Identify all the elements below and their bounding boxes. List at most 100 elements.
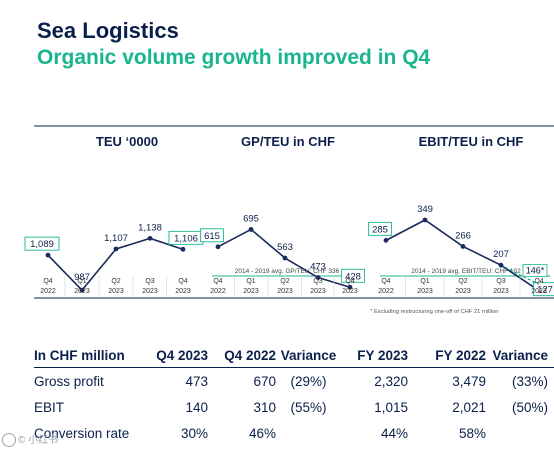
table-cell: (33%) — [511, 373, 548, 389]
table-cell — [486, 420, 554, 446]
data-label: 266 — [455, 230, 471, 241]
x-tick-label: Q4 — [213, 278, 222, 285]
data-label: 1,138 — [138, 222, 162, 233]
data-point — [460, 244, 466, 249]
x-tick-label: Q3 — [496, 278, 505, 285]
x-tick-label: 2023 — [417, 288, 433, 295]
watermark: © 小红书 — [2, 431, 59, 448]
page-title: Sea Logistics — [37, 18, 179, 43]
data-point — [147, 235, 153, 241]
table-cell: 3,479 — [452, 373, 486, 389]
table-row: Conversion rate 30% 46% 44% 58% — [34, 420, 554, 446]
table-header: FY 2023 — [341, 343, 408, 368]
data-point — [347, 284, 353, 290]
data-point — [180, 246, 186, 252]
data-label-box — [533, 282, 554, 297]
table-cell: (29%) — [290, 373, 327, 389]
data-label-box — [200, 228, 224, 243]
data-label: 1,106 — [174, 233, 198, 244]
x-tick-label: Q4 — [345, 278, 354, 285]
table-row: Gross profit 473 670 (29%) 2,320 3,479 (… — [34, 368, 554, 395]
x-tick-label: 2023 — [108, 288, 124, 295]
table-header: Variance — [486, 343, 554, 368]
x-tick-label: Q1 — [420, 278, 429, 285]
data-point — [45, 252, 51, 258]
data-label: 615 — [204, 231, 220, 242]
x-tick-label: Q4 — [381, 278, 390, 285]
watermark-icon — [2, 433, 16, 448]
table-cell: EBIT — [34, 399, 65, 415]
data-label-box — [24, 236, 60, 251]
table-cell: 670 — [253, 373, 276, 389]
data-label-box — [341, 268, 365, 283]
data-point — [215, 244, 221, 250]
data-point — [248, 227, 254, 232]
chart-title: GP/TEU in CHF — [241, 134, 335, 149]
x-tick-label: 2023 — [277, 288, 293, 295]
table-cell: 58% — [458, 425, 486, 441]
table-cell: 310 — [253, 399, 276, 415]
x-tick-label: 2023 — [493, 288, 509, 295]
data-point — [498, 262, 504, 268]
x-tick-label: 2023 — [142, 288, 158, 295]
adjusted-label: 146* — [526, 266, 545, 276]
data-label: 563 — [277, 242, 293, 253]
page-subtitle: Organic volume growth improved in Q4 — [37, 46, 431, 69]
table-cell: 46% — [248, 425, 276, 441]
data-label: 207 — [493, 249, 509, 260]
adjusted-label-box — [522, 264, 548, 278]
data-label-box — [368, 221, 392, 236]
x-tick-label: 2023 — [455, 288, 471, 295]
table-header: Variance — [276, 343, 341, 368]
table-cell: Gross profit — [34, 373, 104, 389]
table-cell: Conversion rate — [34, 425, 130, 441]
table-row: EBIT 140 310 (55%) 1,015 2,021 (50%) — [34, 394, 554, 420]
x-tick-label: Q4 — [43, 278, 52, 285]
chart-title: EBIT/TEU in CHF — [419, 134, 524, 149]
x-tick-label: Q2 — [111, 278, 120, 285]
table-header-row: In CHF million Q4 2023 Q4 2022 Variance … — [34, 343, 554, 368]
reference-label: 2014 - 2019 avg. GP/TEU: CHF 336 — [235, 268, 340, 275]
table-cell: 473 — [185, 373, 208, 389]
table-cell: 30% — [180, 425, 208, 441]
adjusted-line — [500, 264, 540, 286]
data-label: 285 — [372, 224, 388, 235]
reference-label: 2014 - 2019 avg. EBIT/TEU: CHF 102 — [411, 268, 521, 275]
x-tick-label: Q3 — [145, 278, 154, 285]
table-cell: (50%) — [511, 399, 548, 415]
x-tick-label: 2023 — [342, 288, 358, 295]
x-tick-label: Q3 — [313, 278, 322, 285]
x-tick-label: 2023 — [243, 288, 259, 295]
x-tick-label: 2022 — [40, 288, 56, 295]
x-tick-label: Q4 — [178, 278, 187, 285]
data-label: 127 — [537, 285, 553, 296]
data-point — [282, 255, 288, 261]
data-point — [315, 275, 321, 280]
data-label: 428 — [345, 271, 361, 282]
footnote: * Excluding restructuring one-off of CHF… — [370, 309, 498, 315]
data-label: 1,107 — [104, 233, 128, 244]
table-cell: 2,320 — [374, 373, 408, 389]
table-header: FY 2022 — [408, 343, 486, 368]
table-header: Q4 2023 — [142, 343, 208, 368]
x-tick-label: 2023 — [531, 288, 547, 295]
data-point — [422, 217, 428, 223]
x-tick-label: 2023 — [74, 288, 90, 295]
table-cell: 2,021 — [452, 399, 486, 415]
x-tick-label: Q4 — [534, 278, 543, 285]
table-header: Q4 2022 — [208, 343, 276, 368]
x-tick-label: 2023 — [175, 288, 191, 295]
table-header: In CHF million — [34, 343, 142, 368]
data-point — [113, 246, 119, 252]
data-label: 473 — [310, 262, 326, 273]
x-tick-label: 2022 — [378, 288, 394, 295]
data-label: 1,089 — [30, 239, 54, 250]
watermark-text: © 小红书 — [18, 435, 59, 446]
table-cell: (55%) — [290, 399, 327, 415]
data-label: 987 — [74, 272, 90, 283]
data-label: 349 — [417, 204, 433, 215]
charts-area: TEU ‘0000 1,089 987 1,107 1,138 1,106 Q4 2022 Q1… — [24, 125, 554, 315]
chart-title: TEU ‘0000 — [96, 134, 158, 149]
data-point — [79, 287, 85, 293]
x-tick-label: 2022 — [210, 288, 226, 295]
